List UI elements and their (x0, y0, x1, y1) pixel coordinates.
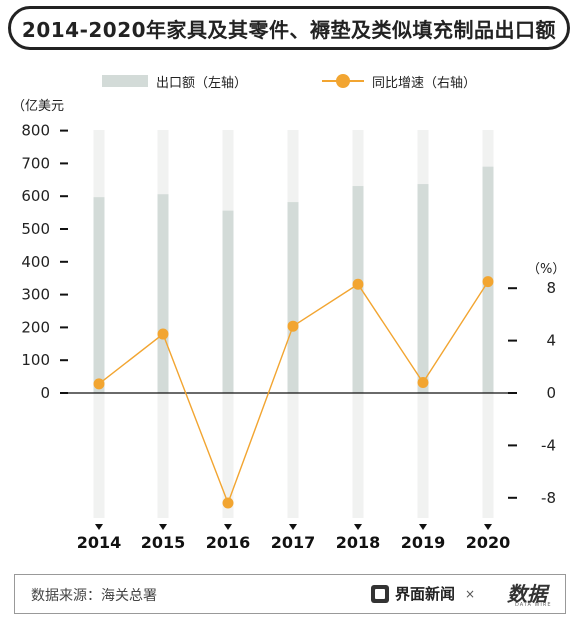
right-tick-label: 8 (546, 279, 556, 297)
brand-logo-icon (371, 584, 389, 603)
datawire-logo: 数据 (507, 582, 547, 606)
legend-line-dot (336, 74, 350, 88)
left-tick-label: 600 (21, 187, 50, 205)
x-tick-label: 2017 (271, 533, 316, 552)
x-tick-mark (289, 524, 297, 530)
growth-point (157, 328, 169, 340)
legend-line-label: 同比增速（右轴） (372, 76, 477, 91)
legend-bar-swatch (102, 75, 148, 87)
legend: 出口额（左轴） 同比增速（右轴） (0, 70, 580, 92)
growth-point (417, 377, 429, 389)
x-tick-label: 2020 (466, 533, 511, 552)
x-tick-label: 2018 (336, 533, 381, 552)
right-tick-label: 0 (546, 384, 556, 402)
x-tick-label: 2015 (141, 533, 186, 552)
right-tick-label: -8 (541, 489, 556, 507)
title-box: 2014-2020年家具及其零件、褥垫及类似填充制品出口额 (8, 6, 570, 50)
left-tick-label: 500 (21, 220, 50, 238)
left-tick-label: 700 (21, 154, 50, 172)
right-tick-label: 4 (546, 332, 556, 350)
bar (222, 210, 234, 393)
chart-title: 2014-2020年家具及其零件、褥垫及类似填充制品出口额 (21, 17, 557, 42)
left-axis-unit: （亿美元 (12, 99, 64, 114)
source-text: 数据来源：海关总署 (31, 588, 157, 604)
left-tick-label: 400 (21, 253, 50, 271)
left-tick-label: 0 (40, 384, 50, 402)
x-tick-label: 2019 (401, 533, 446, 552)
bar (417, 184, 429, 393)
left-tick-label: 100 (21, 351, 50, 369)
right-axis-unit: （%） (527, 262, 565, 277)
legend-bar-label: 出口额（左轴） (156, 76, 248, 91)
bar (287, 202, 299, 393)
x-tick-mark (159, 524, 167, 530)
left-tick-label: 300 (21, 286, 50, 304)
growth-point (352, 278, 364, 290)
growth-point (287, 320, 299, 332)
footer: 数据来源：海关总署 界面新闻 × 数据 DATA WIRE (14, 574, 566, 614)
x-tick-mark (419, 524, 427, 530)
x-tick-label: 2014 (77, 533, 122, 552)
x-tick-mark (484, 524, 492, 530)
right-tick-label: -4 (541, 436, 556, 454)
brand-name: 界面新闻 (395, 585, 456, 603)
growth-point (482, 276, 494, 288)
chart-svg: 0 100 200 300 400 500 600 700 800 （亿美元 -8 -4 0 4 8 （%） 2… (12, 99, 565, 552)
left-tick-label: 800 (21, 122, 50, 140)
bar (93, 197, 105, 393)
datawire-logo-sub: DATA WIRE (515, 602, 552, 608)
x-tick-label: 2016 (206, 533, 251, 552)
cross-symbol: × (465, 586, 476, 601)
x-tick-mark (95, 524, 103, 530)
growth-point (222, 497, 234, 509)
x-tick-mark (354, 524, 362, 530)
growth-point (93, 378, 105, 390)
bar (157, 194, 169, 393)
brand: 界面新闻 × (371, 583, 475, 604)
left-tick-label: 200 (21, 318, 50, 336)
x-tick-mark (224, 524, 232, 530)
